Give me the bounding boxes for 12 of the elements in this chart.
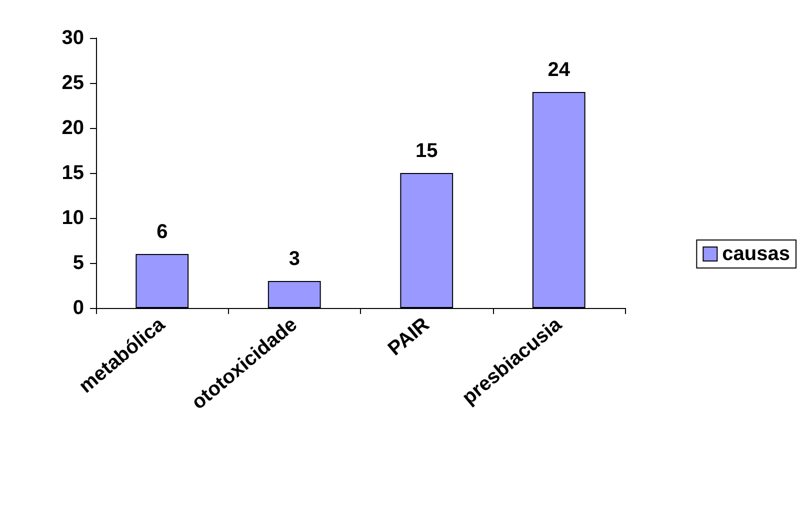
data-label: 6: [156, 221, 168, 243]
data-label: 24: [548, 59, 571, 81]
data-label: 3: [288, 248, 300, 270]
y-tick-label: 25: [62, 72, 84, 94]
y-tick-label: 15: [62, 162, 84, 184]
y-tick-label: 5: [72, 252, 84, 274]
y-tick-label: 0: [72, 297, 84, 319]
y-tick-label: 30: [62, 27, 84, 49]
y-tick-label: 10: [62, 207, 84, 229]
y-tick-label: 20: [62, 117, 84, 139]
legend-label: causas: [722, 243, 790, 265]
data-label: 15: [416, 140, 438, 162]
